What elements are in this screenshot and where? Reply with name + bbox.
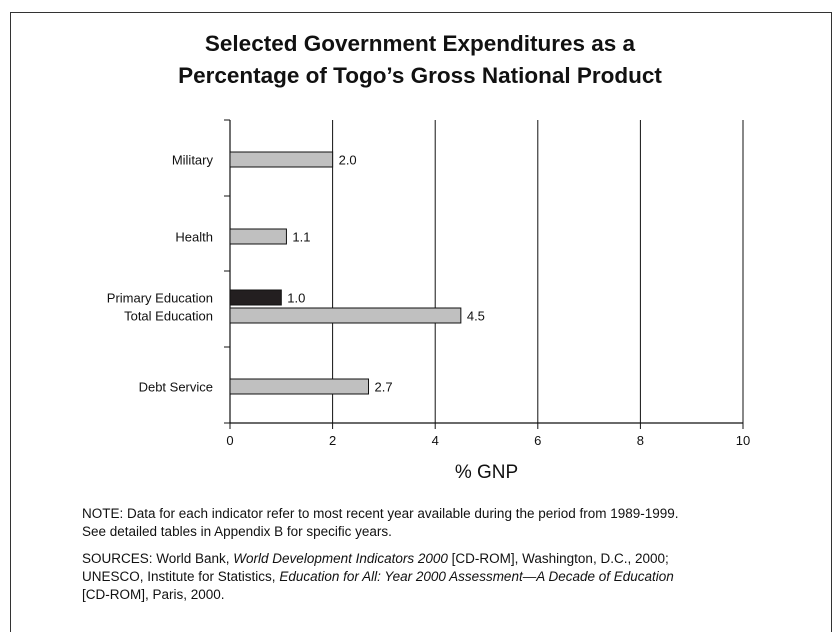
chart-title-line-2: Percentage of Togo’s Gross National Prod… [178,63,662,88]
x-tick-label: 6 [534,433,541,448]
note-line-1: NOTE: Data for each indicator refer to m… [82,506,679,521]
x-axis-title: % GNP [455,462,518,483]
bar-value-label: 4.5 [467,309,485,324]
category-label: Health [175,230,213,245]
sources-line-1: SOURCES: World Bank, World Development I… [82,550,802,568]
bar [229,378,370,395]
bar-value-label: 2.0 [339,153,357,168]
bar [229,228,287,245]
bar-value-label: 1.0 [287,291,305,306]
sources-line-2-a: UNESCO, Institute for Statistics, [82,569,280,584]
chart-title-line-1: Selected Government Expenditures as a [204,31,636,56]
sources-line-3: [CD-ROM], Paris, 2000. [82,587,225,602]
category-label: Debt Service [139,380,213,395]
sources-line-1-a: SOURCES: World Bank, [82,551,234,566]
x-tick-label: 10 [736,433,750,448]
x-tick-label: 2 [329,433,336,448]
category-label: Primary Education [107,291,213,306]
bar-value-label: 2.7 [375,380,393,395]
chart-title: Selected Government Expenditures as a Pe… [0,28,840,92]
bar [229,151,334,168]
sources-line-1-title: World Development Indicators 2000 [233,551,448,566]
bar-value-label: 1.1 [292,230,310,245]
note-text: NOTE: Data for each indicator refer to m… [82,505,802,541]
sources-line-2-title: Education for All: Year 2000 Assessment—… [279,569,674,584]
x-tick-label: 8 [637,433,644,448]
x-tick-label: 4 [432,433,439,448]
category-label: Total Education [124,309,213,324]
category-label: Military [172,153,214,168]
x-tick-label: 0 [226,433,233,448]
sources-line-2: UNESCO, Institute for Statistics, Educat… [82,568,802,586]
note-line-2: See detailed tables in Appendix B for sp… [82,524,392,539]
bar [229,307,462,324]
bar-chart: 0 2 4 6 8 10 2.0 Military 1.1 Health 1.0 Primary Ed… [107,119,750,483]
sources-text: SOURCES: World Bank, World Development I… [82,550,802,604]
sources-line-1-c: [CD-ROM], Washington, D.C., 2000; [447,551,669,566]
figure-frame [10,12,832,632]
bar [229,289,282,306]
